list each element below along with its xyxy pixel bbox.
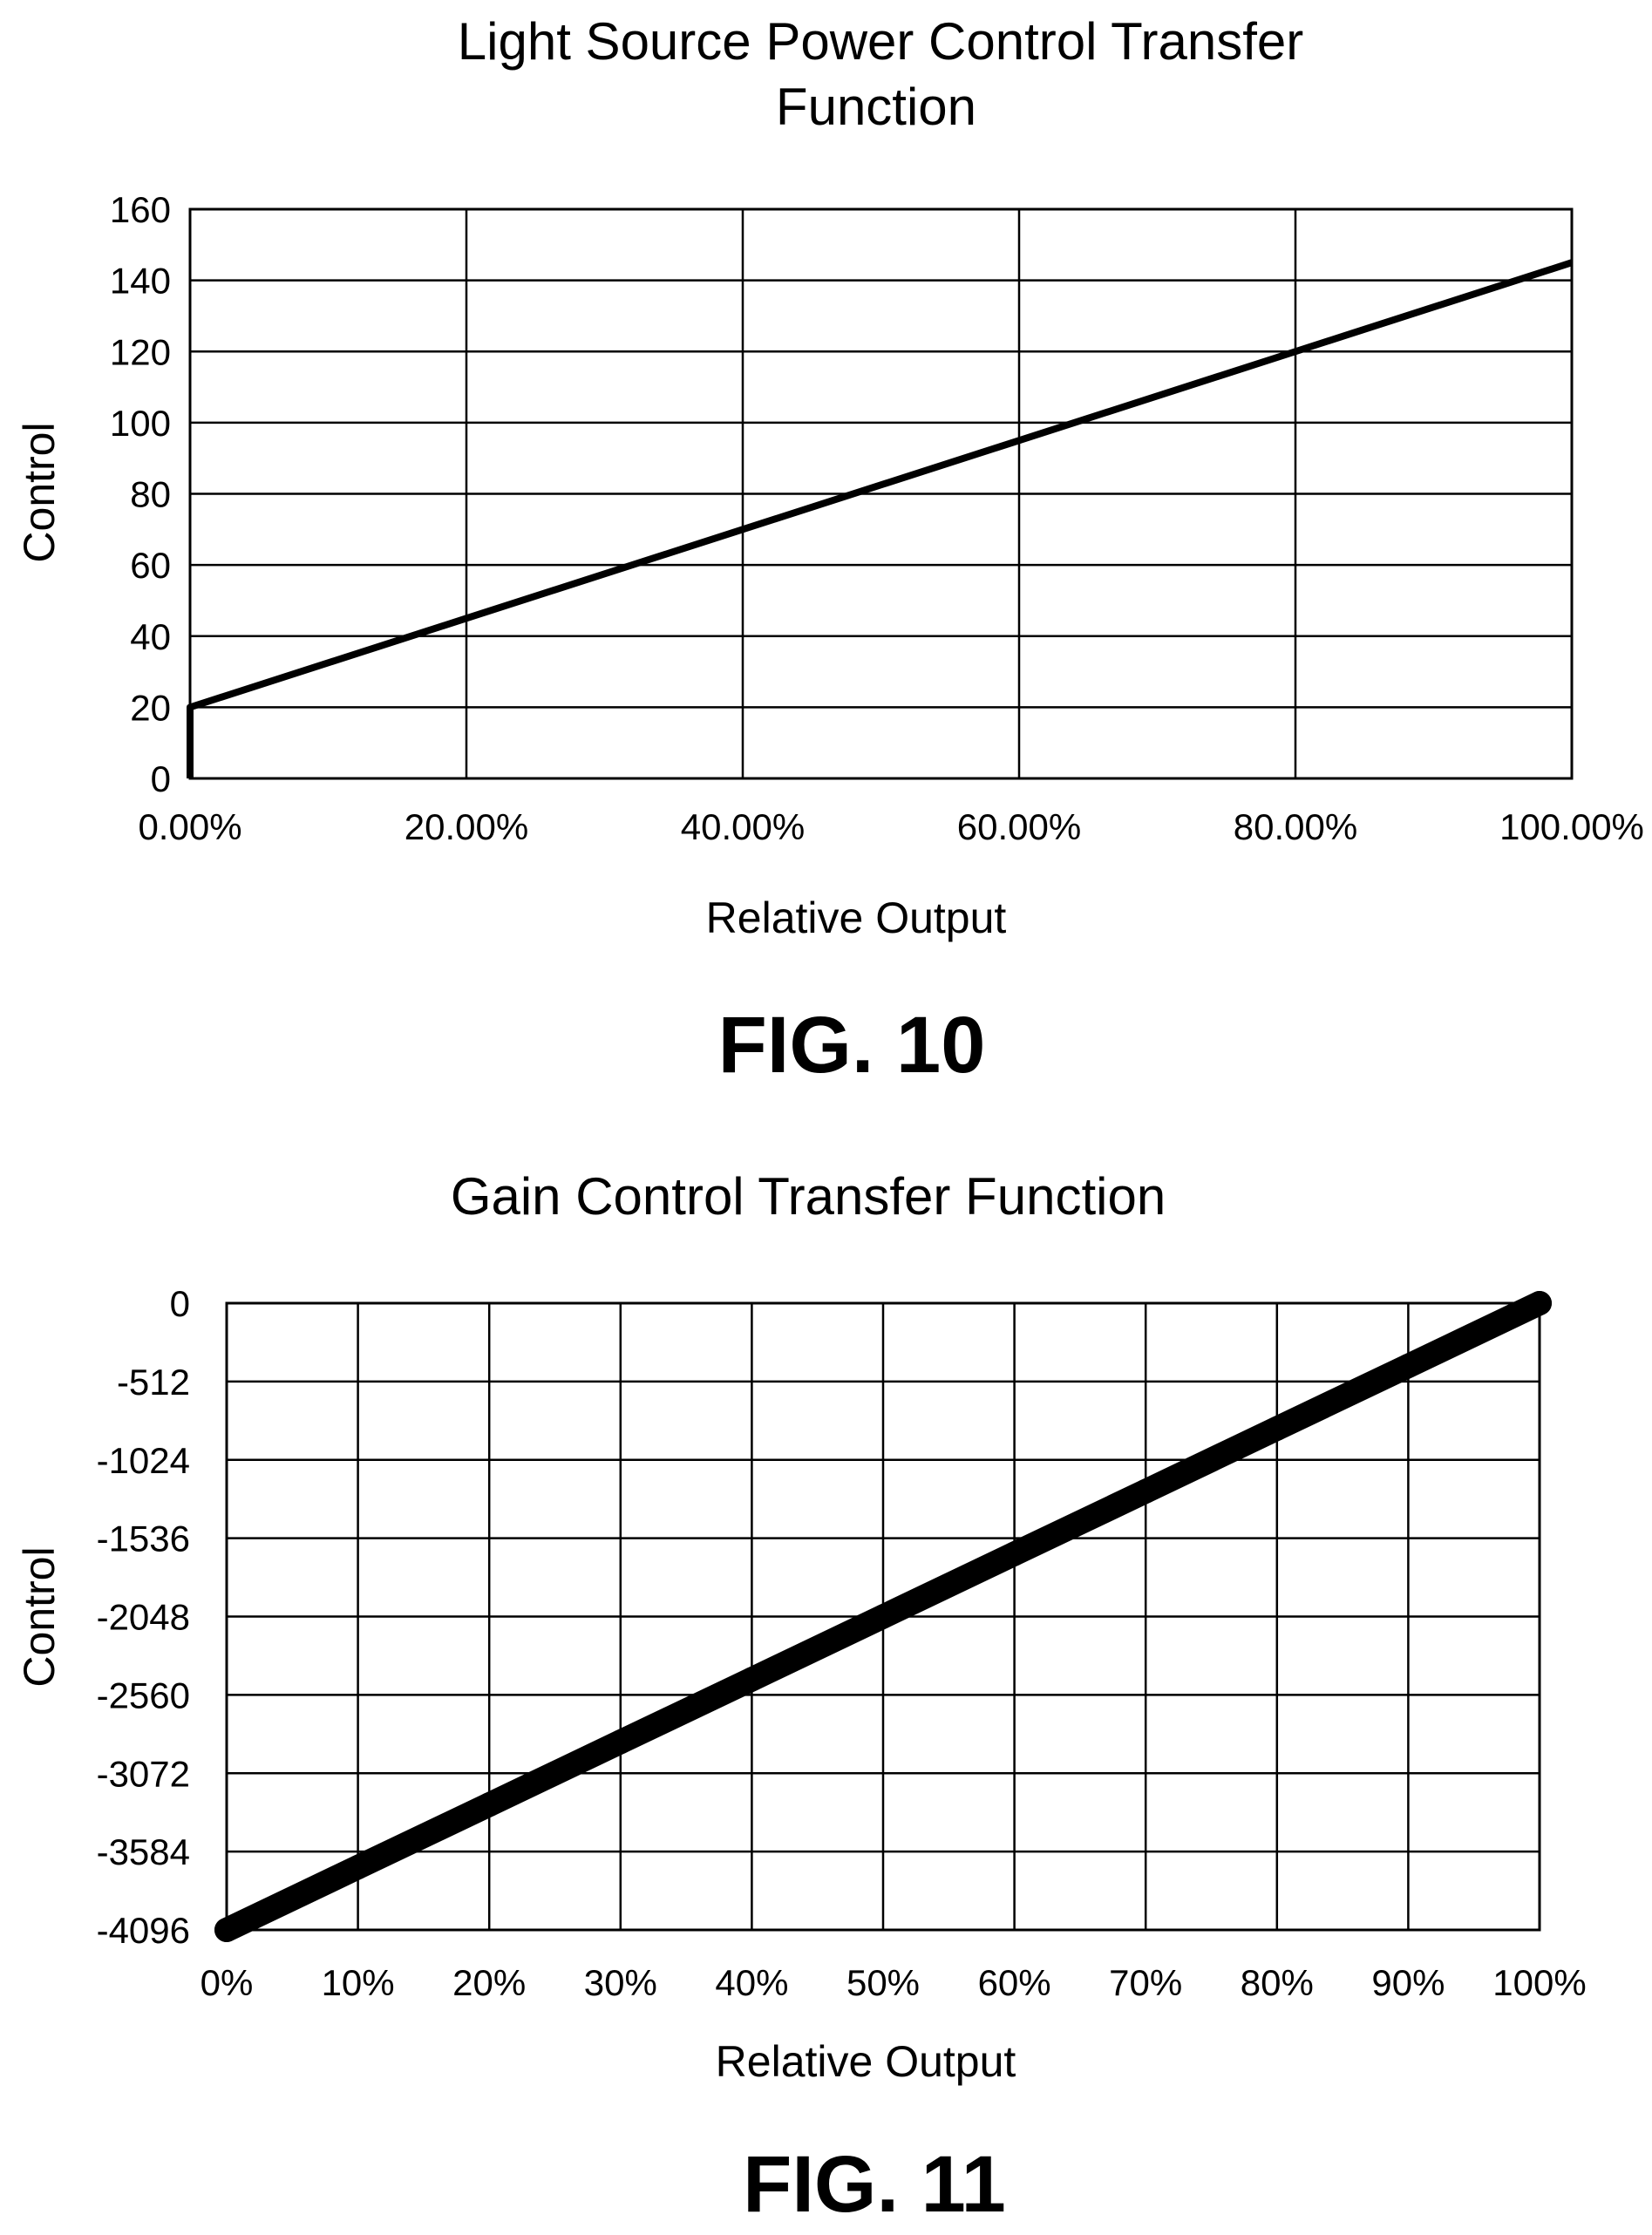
data-point bbox=[1264, 1416, 1289, 1441]
data-point bbox=[1396, 1353, 1421, 1378]
x-tick-label: 40.00% bbox=[681, 806, 805, 847]
data-point bbox=[345, 1855, 371, 1880]
x-tick-label: 80.00% bbox=[1234, 806, 1357, 847]
series-line bbox=[187, 259, 1574, 778]
x-tick-label: 50% bbox=[846, 1962, 920, 2003]
y-tick-label: 100 bbox=[110, 403, 171, 444]
x-tick-labels: 0% 10% 20% 30% 40% 50% 60% 70% 80% 90% 100% bbox=[201, 1962, 1587, 2003]
x-axis-label: Relative Output bbox=[706, 893, 1007, 942]
chart-light-source-power: Light Source Power Control Transfer Func… bbox=[15, 12, 1644, 942]
y-tick-label: 140 bbox=[110, 261, 171, 302]
data-point bbox=[1133, 1478, 1159, 1504]
x-tick-label: 30% bbox=[584, 1962, 657, 2003]
x-tick-label: 0% bbox=[201, 1962, 254, 2003]
y-tick-label: 60 bbox=[130, 545, 171, 586]
x-tick-labels: 0.00% 20.00% 40.00% 60.00% 80.00% 100.00% bbox=[138, 806, 1643, 847]
y-axis-label: Control bbox=[15, 1546, 64, 1687]
chart-title-line2: Function bbox=[776, 78, 976, 136]
x-tick-label: 100% bbox=[1492, 1962, 1586, 2003]
x-tick-label: 40% bbox=[715, 1962, 788, 2003]
x-tick-label: 90% bbox=[1371, 1962, 1445, 2003]
data-point bbox=[214, 1918, 239, 1942]
chart-gain-control: Gain Control Transfer Function 0 -512 -102… bbox=[15, 1167, 1587, 2086]
y-tick-label: -512 bbox=[117, 1362, 190, 1403]
series-layer bbox=[187, 259, 1574, 778]
x-tick-label: 60.00% bbox=[957, 806, 1081, 847]
y-tick-label: 20 bbox=[130, 687, 171, 728]
x-tick-label: 20% bbox=[452, 1962, 526, 2003]
data-point bbox=[739, 1667, 765, 1692]
x-tick-label: 0.00% bbox=[138, 806, 241, 847]
y-tick-label: 80 bbox=[130, 474, 171, 515]
y-tick-label: -4096 bbox=[97, 1910, 190, 1951]
plot-frame bbox=[188, 207, 1574, 780]
chart-title: Gain Control Transfer Function bbox=[451, 1167, 1166, 1226]
y-tick-label: -2048 bbox=[97, 1597, 190, 1638]
y-axis-label: Control bbox=[15, 422, 64, 562]
y-tick-label: -3072 bbox=[97, 1753, 190, 1794]
x-tick-label: 60% bbox=[978, 1962, 1051, 2003]
plot-frame bbox=[225, 1301, 1541, 1932]
chart-title: Light Source Power Control Transfer bbox=[458, 12, 1303, 71]
series-layer bbox=[214, 1291, 1552, 1942]
y-tick-label: 160 bbox=[110, 189, 171, 230]
gridlines bbox=[188, 207, 1574, 780]
figure-label-10: FIG. 10 bbox=[718, 1001, 986, 1090]
y-tick-label: 0 bbox=[151, 758, 171, 799]
x-tick-label: 80% bbox=[1241, 1962, 1314, 2003]
y-tick-label: -2560 bbox=[97, 1675, 190, 1715]
y-tick-labels: 0 -512 -1024 -1536 -2048 -2560 -3072 -3584 -4096 bbox=[97, 1283, 190, 1951]
data-point bbox=[1002, 1541, 1027, 1566]
x-axis-label: Relative Output bbox=[716, 2037, 1016, 2086]
x-tick-label: 100.00% bbox=[1499, 806, 1644, 847]
y-tick-label: -1536 bbox=[97, 1518, 190, 1559]
y-tick-labels: 0 20 40 60 80 100 120 140 160 bbox=[110, 189, 171, 799]
data-point bbox=[608, 1729, 633, 1755]
y-tick-label: 120 bbox=[110, 331, 171, 372]
x-tick-label: 10% bbox=[322, 1962, 395, 2003]
y-tick-label: -3584 bbox=[97, 1831, 190, 1872]
y-tick-label: 40 bbox=[130, 616, 171, 657]
data-point bbox=[477, 1792, 502, 1817]
x-tick-label: 20.00% bbox=[405, 806, 528, 847]
y-tick-label: 0 bbox=[170, 1283, 190, 1324]
y-tick-label: -1024 bbox=[97, 1440, 190, 1481]
data-point bbox=[871, 1604, 895, 1629]
data-point bbox=[1527, 1291, 1552, 1315]
figure-label-11: FIG. 11 bbox=[743, 2140, 1006, 2229]
x-tick-label: 70% bbox=[1109, 1962, 1182, 2003]
